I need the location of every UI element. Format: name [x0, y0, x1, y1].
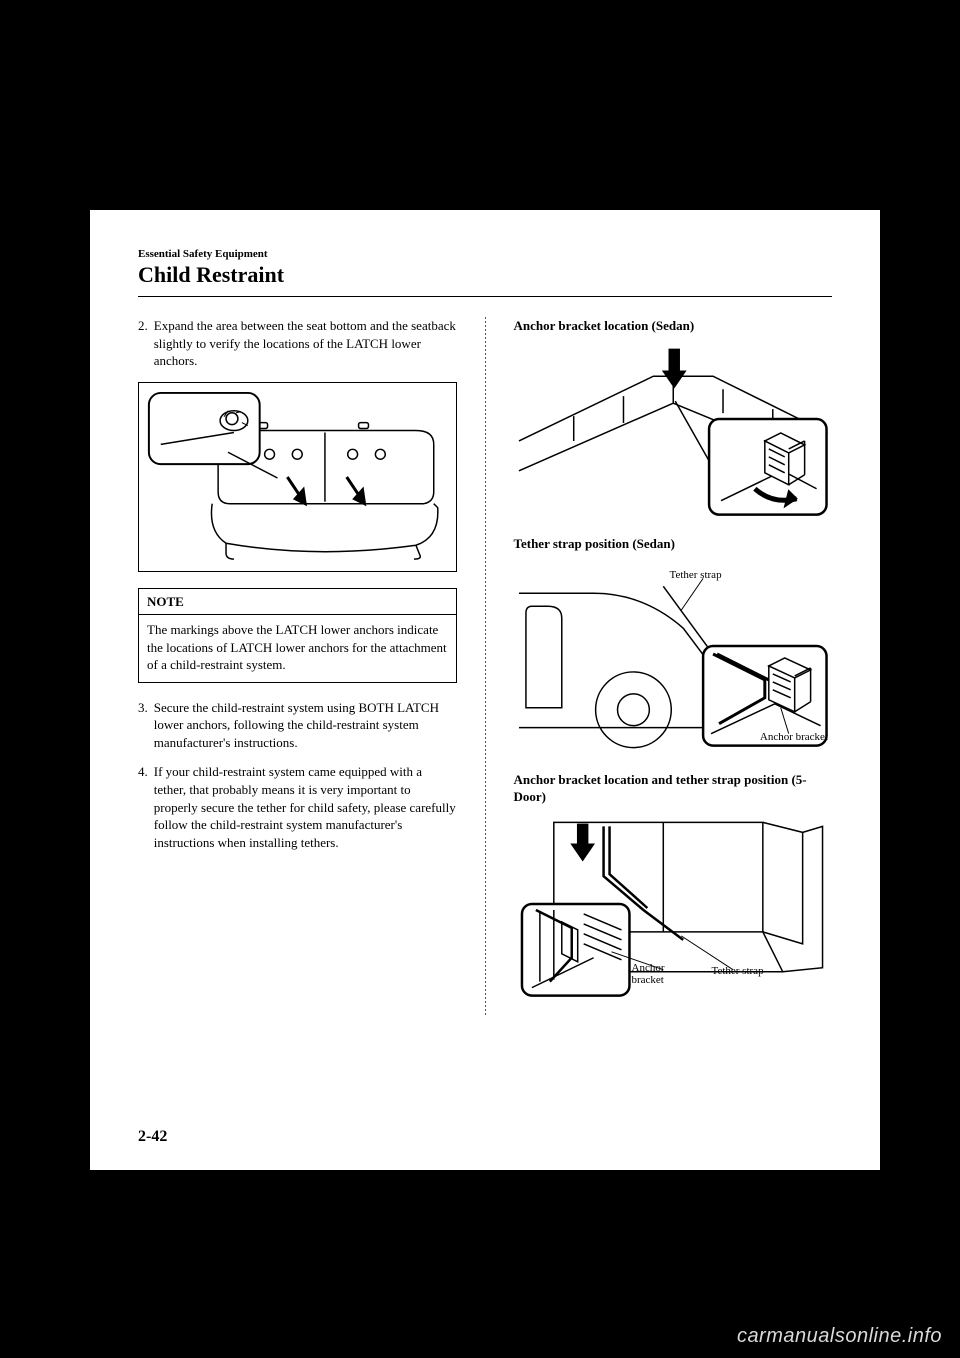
- page-title: Child Restraint: [138, 262, 832, 288]
- step-4: 4. If your child-restraint system came e…: [138, 763, 457, 851]
- callout-tether-strap: Tether strap: [712, 964, 764, 979]
- figure-tether-sedan: Tether strap Anchor bracket: [514, 558, 833, 758]
- figure-heading: Tether strap position (Sedan): [514, 535, 833, 553]
- right-column: Anchor bracket location (Sedan): [514, 317, 833, 1016]
- step-text: Expand the area between the seat bottom …: [154, 317, 457, 370]
- figure-heading: Anchor bracket location (Sedan): [514, 317, 833, 335]
- figure-anchor-tether-5door: Anchor bracket Tether strap: [514, 812, 833, 1002]
- page-number: 2-42: [138, 1128, 167, 1146]
- step-text: If your child-restraint system came equi…: [154, 763, 457, 851]
- note-title: NOTE: [139, 589, 456, 616]
- step-3: 3. Secure the child-restraint system usi…: [138, 699, 457, 752]
- section-label: Essential Safety Equipment: [138, 248, 832, 260]
- watermark: carmanualsonline.info: [737, 1325, 942, 1348]
- two-column-layout: 2. Expand the area between the seat bott…: [138, 317, 832, 1016]
- step-number: 2.: [138, 317, 148, 370]
- figure-anchor-sedan: [514, 341, 833, 521]
- header-rule: [138, 296, 832, 297]
- step-text: Secure the child-restraint system using …: [154, 699, 457, 752]
- column-separator: [485, 317, 486, 1016]
- callout-tether-strap: Tether strap: [670, 568, 722, 583]
- callout-anchor-bracket: Anchor bracket: [632, 962, 665, 986]
- note-box: NOTE The markings above the LATCH lower …: [138, 588, 457, 683]
- step-2: 2. Expand the area between the seat bott…: [138, 317, 457, 370]
- figure-latch-anchors: [138, 382, 457, 572]
- step-number: 3.: [138, 699, 148, 752]
- callout-anchor-bracket: Anchor bracket: [760, 730, 828, 745]
- note-body: The markings above the LATCH lower ancho…: [139, 615, 456, 682]
- step-number: 4.: [138, 763, 148, 851]
- left-column: 2. Expand the area between the seat bott…: [138, 317, 457, 1016]
- manual-page: Essential Safety Equipment Child Restrai…: [90, 210, 880, 1170]
- figure-heading: Anchor bracket location and tether strap…: [514, 772, 833, 806]
